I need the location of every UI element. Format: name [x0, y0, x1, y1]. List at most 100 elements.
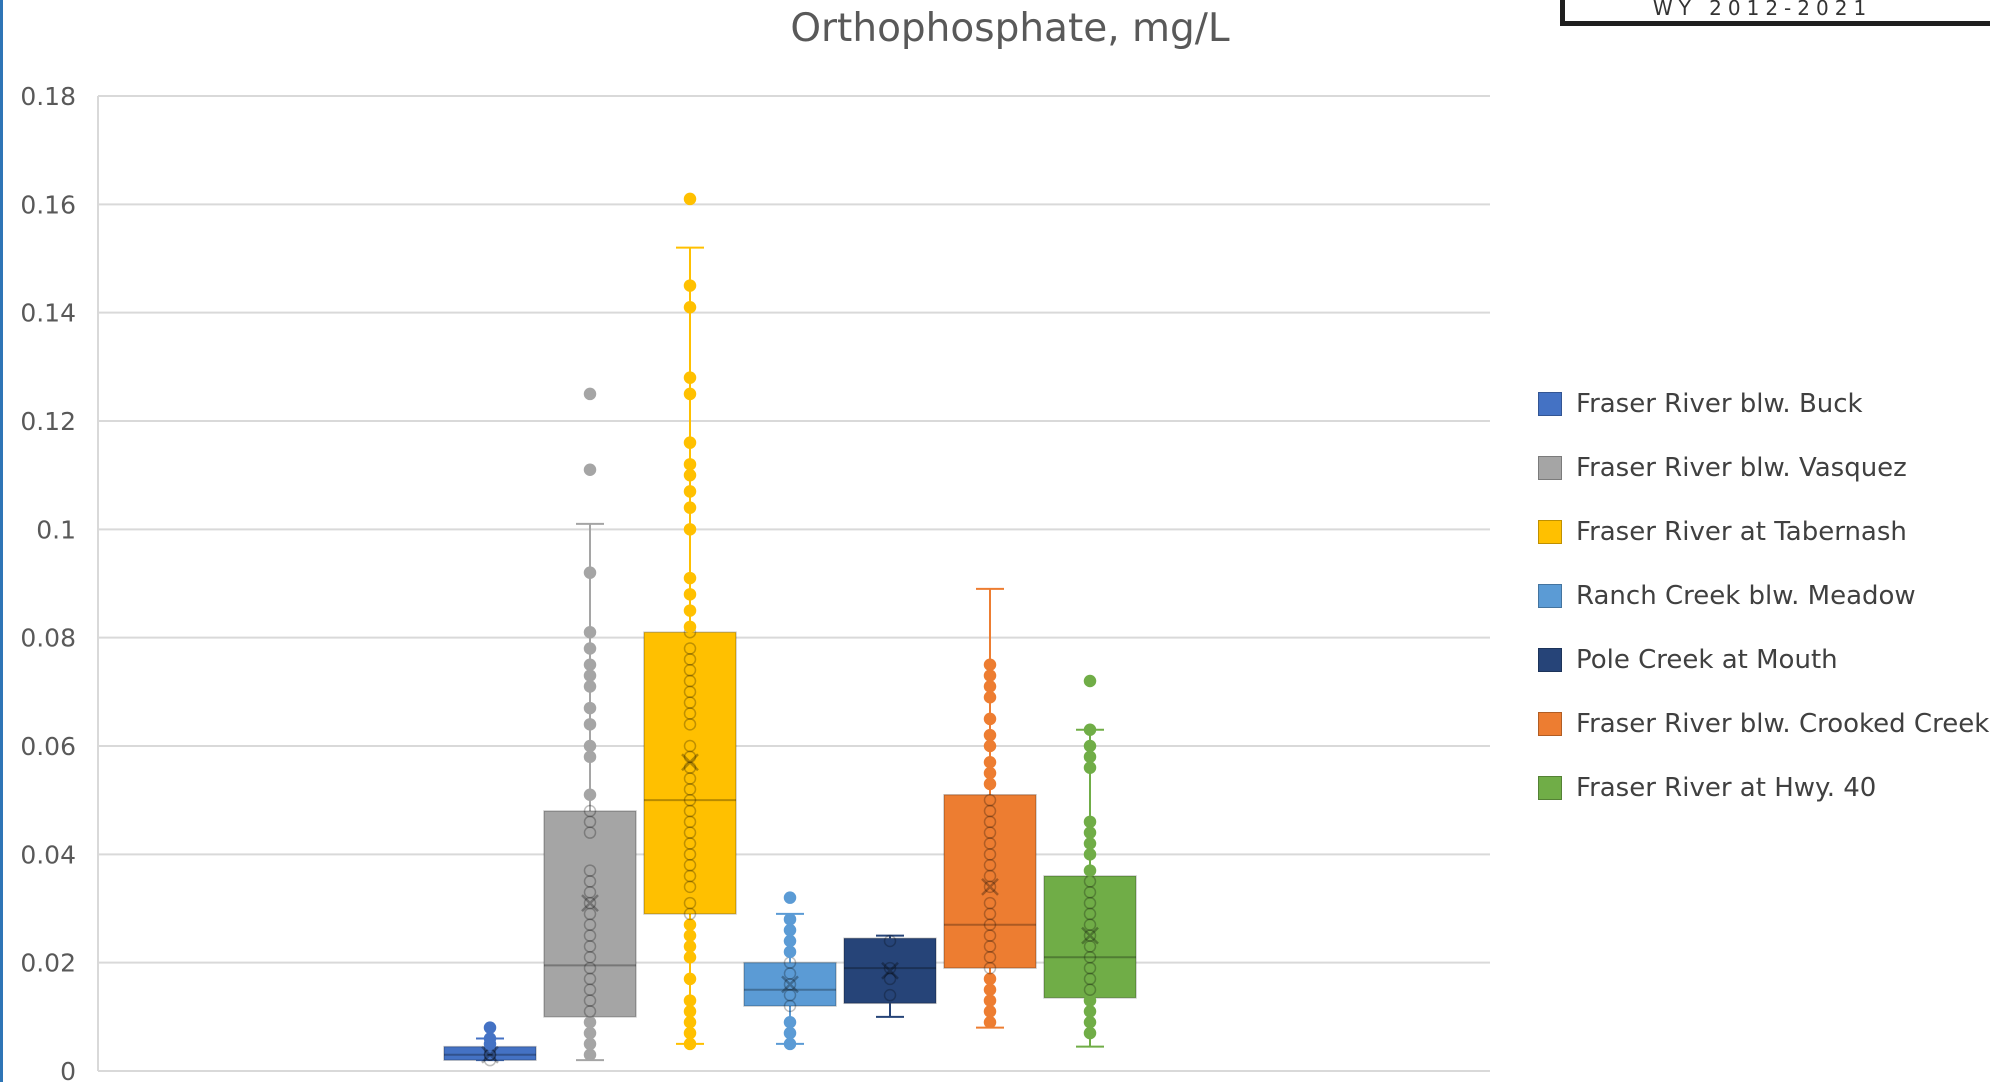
data-point	[1083, 983, 1097, 996]
data-point	[983, 669, 997, 682]
legend-swatch	[1538, 712, 1562, 736]
data-point	[1083, 918, 1097, 931]
data-point	[683, 793, 697, 807]
mean-marker	[1081, 926, 1099, 945]
data-point	[583, 788, 597, 801]
data-point	[683, 761, 697, 774]
y-tick-label: 0.04	[20, 840, 76, 869]
data-point	[683, 929, 697, 942]
data-point	[683, 848, 697, 861]
data-point	[683, 880, 697, 894]
data-point	[683, 940, 697, 953]
data-point	[683, 815, 697, 829]
box-series-4	[843, 934, 937, 1018]
data-point	[783, 1037, 797, 1051]
data-point	[883, 934, 897, 948]
data-point	[683, 783, 697, 796]
data-point	[1083, 761, 1097, 774]
data-point	[1083, 1016, 1097, 1029]
data-point	[683, 804, 697, 818]
data-point	[683, 918, 697, 931]
data-point	[983, 994, 997, 1007]
data-point	[983, 1016, 997, 1029]
legend-swatch	[1538, 520, 1562, 544]
data-point	[983, 815, 997, 829]
legend-item: Fraser River at Hwy. 40	[1538, 756, 1989, 820]
data-point	[683, 750, 697, 764]
data-point	[1083, 886, 1097, 899]
y-tick-label: 0	[60, 1057, 76, 1082]
data-point	[683, 718, 697, 731]
chart-legend: Fraser River blw. Buck Fraser River blw. …	[1538, 372, 1989, 820]
data-point	[683, 696, 697, 709]
data-point	[683, 523, 697, 536]
data-point	[983, 658, 997, 671]
data-point	[983, 728, 997, 742]
data-point	[1083, 907, 1097, 921]
legend-item: Fraser River at Tabernash	[1538, 500, 1989, 564]
data-point	[783, 1026, 797, 1040]
data-point	[1083, 837, 1097, 850]
data-point	[683, 468, 697, 482]
data-point	[783, 999, 797, 1013]
data-point	[1083, 674, 1097, 688]
data-point	[683, 571, 697, 585]
y-tick-label: 0.14	[20, 299, 76, 328]
data-point	[583, 739, 597, 753]
data-point	[583, 983, 597, 996]
data-point	[583, 1026, 597, 1040]
box-series	[443, 192, 1137, 1067]
data-point	[483, 1032, 497, 1045]
legend-swatch	[1538, 584, 1562, 608]
box-body	[743, 961, 837, 1007]
legend-swatch	[1538, 776, 1562, 800]
data-point	[683, 192, 697, 206]
data-point	[583, 1016, 597, 1029]
data-point	[483, 1021, 497, 1034]
legend-label: Pole Creek at Mouth	[1576, 645, 1838, 675]
data-point	[583, 864, 597, 877]
data-point	[583, 1048, 597, 1061]
box-series-5	[943, 587, 1037, 1029]
chart-title: Orthophosphate, mg/L	[790, 6, 1230, 51]
legend-label: Fraser River at Hwy. 40	[1576, 773, 1877, 803]
y-tick-label: 0.18	[20, 82, 76, 111]
legend-swatch	[1538, 392, 1562, 416]
data-point	[683, 279, 697, 292]
data-point	[683, 301, 697, 314]
data-point	[983, 793, 997, 807]
data-point	[583, 994, 597, 1007]
legend-item: Fraser River blw. Vasquez	[1538, 436, 1989, 500]
data-point	[583, 658, 597, 671]
legend-item: Ranch Creek blw. Meadow	[1538, 564, 1989, 628]
legend-item: Pole Creek at Mouth	[1538, 628, 1989, 692]
data-point	[1083, 951, 1097, 964]
data-point	[683, 972, 697, 986]
data-point	[683, 1005, 697, 1018]
box-series-1	[543, 387, 637, 1062]
data-point	[983, 907, 997, 921]
data-point	[983, 858, 997, 872]
data-point	[983, 983, 997, 996]
data-point	[883, 961, 897, 975]
data-point	[1083, 864, 1097, 877]
data-point	[783, 934, 797, 948]
legend-item: Fraser River blw. Crooked Creek	[1538, 692, 1989, 756]
data-point	[583, 1005, 597, 1018]
data-point	[483, 1053, 497, 1067]
data-point	[583, 826, 597, 839]
data-point	[983, 972, 997, 986]
data-point	[983, 739, 997, 753]
legend-swatch	[1538, 648, 1562, 672]
data-point	[583, 387, 597, 401]
data-point	[983, 680, 997, 693]
data-point	[683, 1037, 697, 1051]
data-point	[983, 756, 997, 769]
data-point	[1083, 750, 1097, 764]
legend-label: Fraser River blw. Buck	[1576, 389, 1863, 419]
data-point	[683, 896, 697, 910]
data-point	[1083, 815, 1097, 829]
y-tick-label: 0.16	[20, 190, 76, 219]
data-point	[683, 674, 697, 688]
